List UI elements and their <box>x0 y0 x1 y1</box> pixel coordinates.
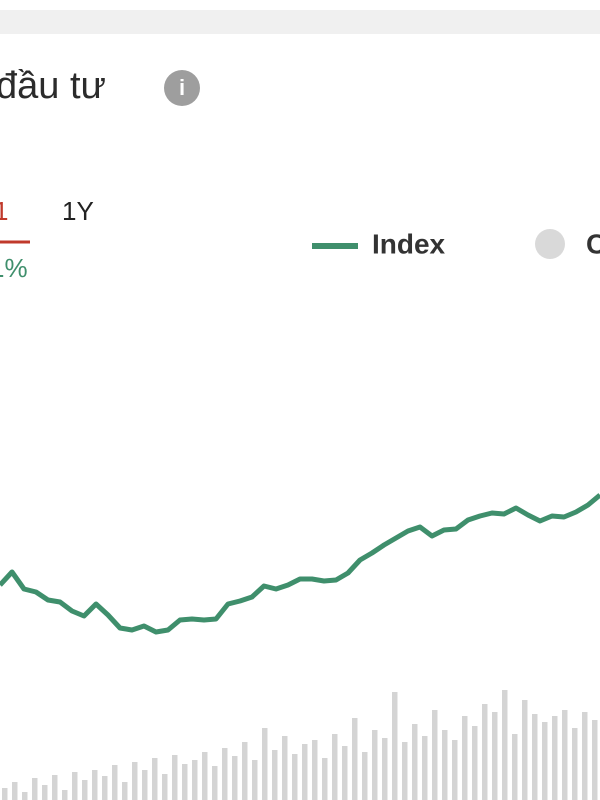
volume-bar <box>132 762 138 800</box>
info-icon-glyph: i <box>179 75 185 100</box>
volume-bar <box>142 770 148 800</box>
legend-label: Index <box>372 228 446 259</box>
volume-bar <box>412 724 418 800</box>
volume-bar <box>482 704 488 800</box>
volume-bar <box>432 710 438 800</box>
plot <box>0 493 600 800</box>
volume-bar <box>72 772 78 800</box>
volume-bar <box>52 775 58 800</box>
volume-bar <box>302 744 308 800</box>
volume-bar <box>212 766 218 800</box>
legend-swatch <box>535 229 565 259</box>
volume-bar <box>112 765 118 800</box>
section-title: đầu tư <box>0 65 106 107</box>
volume-bar <box>472 726 478 800</box>
volume-bar <box>162 774 168 800</box>
volume-bar <box>32 778 38 800</box>
volume-bar <box>42 785 48 800</box>
volume-bar <box>292 754 298 800</box>
volume-bar <box>402 742 408 800</box>
volume-bar <box>492 712 498 800</box>
volume-bar <box>2 788 8 800</box>
volume-bar <box>382 738 388 800</box>
volume-bar <box>372 730 378 800</box>
info-icon[interactable] <box>164 70 200 106</box>
volume-bar <box>182 764 188 800</box>
volume-bar <box>522 700 528 800</box>
volume-bar <box>122 782 128 800</box>
volume-bar <box>342 746 348 800</box>
volume-bar <box>252 760 258 800</box>
top-bar <box>0 10 600 34</box>
change-percent: 1% <box>0 253 28 283</box>
volume-bar <box>222 748 228 800</box>
volume-bar <box>272 750 278 800</box>
volume-bar <box>282 736 288 800</box>
volume-bar <box>392 692 398 800</box>
volume-bar <box>332 734 338 800</box>
volume-bar <box>322 758 328 800</box>
volume-bar <box>362 752 368 800</box>
volume-bar <box>102 776 108 800</box>
volume-bar <box>232 756 238 800</box>
volume-bar <box>572 728 578 800</box>
period-tab[interactable]: 1 <box>0 196 8 226</box>
volume-bar <box>152 758 158 800</box>
volume-bar <box>442 730 448 800</box>
volume-bar <box>242 742 248 800</box>
index-line <box>0 493 600 635</box>
volume-bar <box>22 792 28 800</box>
volume-bar <box>552 716 558 800</box>
period-tab[interactable]: 1Y <box>62 196 94 226</box>
volume-bar <box>562 710 568 800</box>
volume-bar <box>422 736 428 800</box>
volume-bar <box>172 755 178 800</box>
volume-bar <box>502 690 508 800</box>
volume-bar <box>582 712 588 800</box>
volume-bar <box>192 760 198 800</box>
volume-bar <box>202 752 208 800</box>
volume-bar <box>312 740 318 800</box>
volume-bar <box>532 714 538 800</box>
legend-label: C <box>586 228 600 259</box>
legend: Index C <box>312 228 600 259</box>
volume-bar <box>592 720 598 800</box>
volume-bar <box>462 716 468 800</box>
volume-bar <box>12 782 18 800</box>
volume-bar <box>512 734 518 800</box>
volume-bar <box>352 718 358 800</box>
volume-bar <box>62 790 68 800</box>
volume-bar <box>262 728 268 800</box>
volume-bar <box>452 740 458 800</box>
volume-bar <box>82 780 88 800</box>
volume-bar <box>542 722 548 800</box>
volume-bar <box>92 770 98 800</box>
